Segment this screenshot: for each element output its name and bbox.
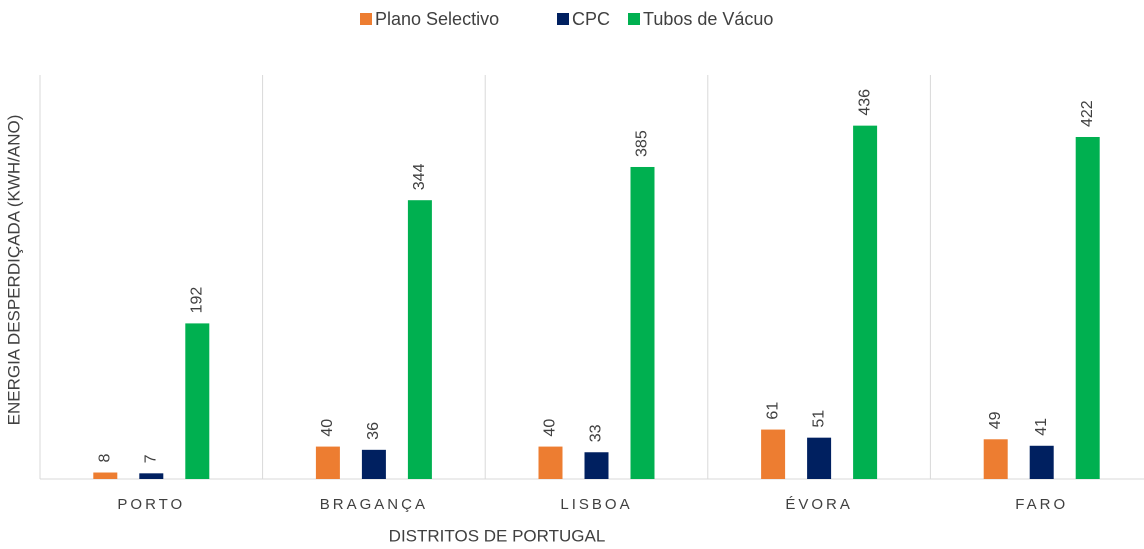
bar — [407, 200, 432, 479]
value-label: 40 — [319, 419, 336, 437]
bar — [361, 449, 386, 479]
value-label: 344 — [411, 163, 428, 190]
value-label: 385 — [634, 130, 651, 157]
legend-swatch — [360, 13, 372, 25]
x-tick-label: PORTO — [117, 496, 185, 513]
bar — [139, 473, 164, 479]
bar — [185, 323, 210, 479]
value-label: 436 — [856, 89, 873, 116]
bar — [983, 439, 1008, 479]
value-label: 49 — [987, 411, 1004, 429]
legend-label: Plano Selectivo — [375, 9, 499, 29]
value-label: 33 — [588, 424, 605, 442]
legend-swatch — [628, 13, 640, 25]
x-tick-label: LISBOA — [560, 496, 632, 513]
bar — [1029, 445, 1054, 479]
value-label: 41 — [1033, 418, 1050, 436]
x-tick-label: BRAGANÇA — [320, 496, 428, 513]
legend-label: Tubos de Vácuo — [643, 9, 773, 29]
value-label: 7 — [143, 454, 160, 463]
bar — [630, 166, 655, 479]
x-tick-label: FARO — [1015, 496, 1068, 513]
bar — [1075, 136, 1100, 480]
bar — [584, 452, 609, 479]
legend-label: CPC — [572, 9, 610, 29]
value-label: 422 — [1079, 100, 1096, 127]
bar — [807, 437, 832, 479]
bar — [93, 472, 118, 479]
y-axis-label: ENERGIA DESPERDIÇADA (KWH/ANO) — [4, 115, 23, 426]
value-label: 40 — [542, 419, 559, 437]
bar — [538, 446, 563, 479]
value-label: 192 — [189, 287, 206, 314]
value-label: 51 — [810, 410, 827, 428]
bar — [853, 125, 878, 480]
bar — [315, 446, 340, 479]
bar — [761, 429, 786, 479]
value-label: 61 — [764, 402, 781, 420]
value-label: 36 — [365, 422, 382, 440]
legend-swatch — [557, 13, 569, 25]
x-tick-label: ÉVORA — [785, 496, 853, 513]
value-label: 8 — [97, 454, 114, 463]
x-axis-label: DISTRITOS DE PORTUGAL — [389, 526, 606, 545]
